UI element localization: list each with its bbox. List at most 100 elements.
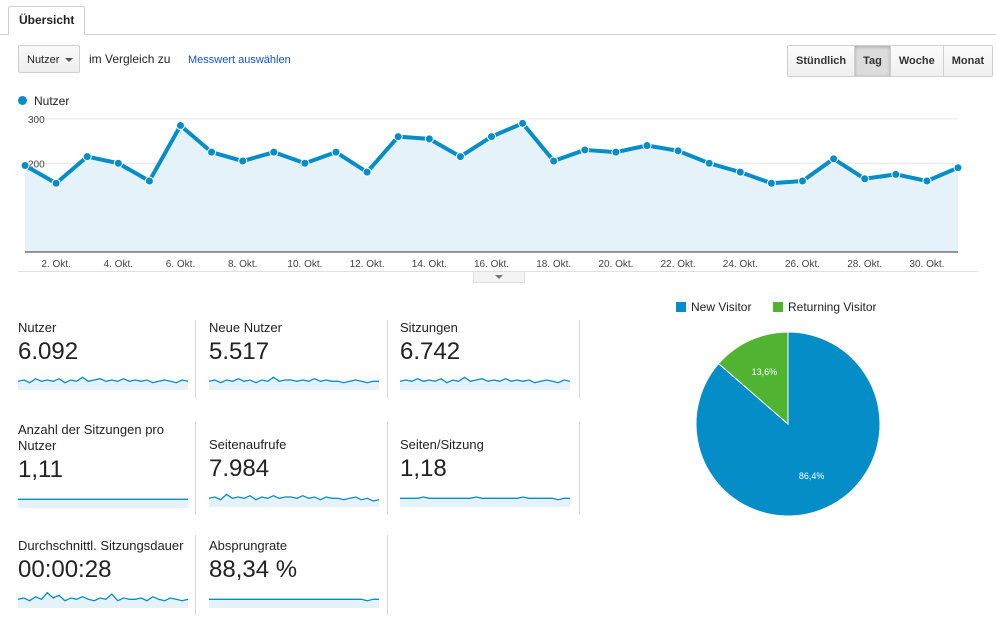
x-tick-label: 14. Okt. [412, 259, 447, 270]
data-point [704, 158, 714, 168]
metric-select-value: Nutzer [27, 54, 60, 66]
x-tick-label: 30. Okt. [909, 259, 944, 270]
metric-name: Sitzungen [400, 320, 458, 335]
data-point [673, 146, 683, 156]
data-point [611, 147, 621, 157]
sparkline-area [400, 377, 570, 390]
sparkline-line [18, 376, 188, 384]
x-tick-label: 4. Okt. [104, 259, 133, 270]
data-point [891, 169, 901, 179]
metric-sparkline [209, 598, 379, 608]
tile-divider [387, 422, 388, 515]
sparkline-area [18, 377, 188, 390]
data-point [176, 121, 185, 131]
data-point [331, 147, 341, 157]
metric-select[interactable]: Nutzer [18, 45, 80, 73]
sparkline-line [209, 598, 379, 602]
metric-sparkline [400, 496, 570, 507]
pie-slice [717, 331, 789, 426]
collapse-chart-toggle[interactable] [473, 272, 525, 283]
sparkline-area [18, 499, 188, 508]
select-metric-link[interactable]: Messwert auswählen [188, 54, 291, 66]
metric-tile[interactable]: Anzahl der Sitzungen pro Nutzer 1,11 [18, 422, 188, 508]
sparkline-line [400, 376, 570, 384]
data-point [518, 118, 528, 128]
metric-value: 5.517 [209, 338, 270, 365]
metric-sparkline [209, 493, 379, 507]
data-point [549, 156, 559, 166]
metric-tile[interactable]: Neue Nutzer 5.517 [209, 320, 389, 390]
metric-tile[interactable]: Durchschnittl. Sitzungsdauer 00:00:28 [18, 538, 198, 608]
x-tick-label: 20. Okt. [598, 259, 633, 270]
metric-sparkline [18, 591, 188, 608]
metric-name: Nutzer [18, 320, 57, 335]
data-point [642, 141, 652, 150]
x-tick-label: 26. Okt. [785, 259, 820, 270]
new-visitor-legend-swatch [676, 302, 686, 312]
data-point [922, 176, 932, 186]
metric-name: Seiten/Sitzung [400, 437, 484, 452]
data-point [300, 158, 310, 168]
data-point [798, 176, 807, 186]
tab-overview[interactable]: Übersicht [8, 6, 86, 35]
chevron-down-icon [65, 58, 73, 62]
metric-tile[interactable]: Sitzungen 6.742 [400, 320, 580, 390]
data-point [735, 167, 745, 177]
tile-divider [195, 535, 196, 615]
data-point [144, 176, 154, 186]
pie-slice-label: 13,6% [752, 367, 778, 377]
data-point [51, 178, 61, 188]
week-button[interactable]: Woche [889, 46, 943, 76]
metric-sparkline [18, 376, 188, 390]
day-button[interactable]: Tag [854, 46, 890, 76]
tile-divider [387, 320, 388, 398]
metric-sparkline [209, 376, 379, 390]
x-tick-label: 22. Okt. [661, 259, 696, 270]
metric-value: 7.984 [209, 455, 270, 482]
sparkline-line [18, 591, 188, 602]
data-point [829, 154, 839, 164]
returning-visitor-legend-swatch [773, 302, 783, 312]
metric-name: Seitenaufrufe [209, 437, 287, 452]
tile-divider [387, 535, 388, 615]
metric-tile[interactable]: Seitenaufrufe 7.984 [209, 437, 389, 507]
hourly-button[interactable]: Stündlich [788, 46, 855, 76]
series-legend-dot [18, 96, 27, 105]
returning-visitor-legend-label: Returning Visitor [788, 300, 877, 314]
data-point [953, 163, 963, 173]
data-point [20, 160, 30, 170]
tab-bar [0, 0, 996, 35]
month-button[interactable]: Monat [942, 46, 993, 76]
metric-value: 1,11 [18, 456, 63, 483]
data-point [82, 152, 92, 162]
sparkline-line [209, 493, 379, 502]
data-point [238, 156, 248, 166]
data-point [424, 134, 434, 144]
tile-divider [579, 422, 580, 515]
metric-tile[interactable]: Seiten/Sitzung 1,18 [400, 437, 580, 507]
tile-divider [579, 320, 580, 398]
series-area [25, 123, 958, 252]
data-point [207, 147, 217, 157]
metric-name: Durchschnittl. Sitzungsdauer [18, 538, 184, 553]
metric-value: 6.742 [400, 338, 461, 365]
x-tick-label: 24. Okt. [723, 259, 758, 270]
y-tick-label: 200 [28, 159, 45, 170]
x-tick-label: 18. Okt. [536, 259, 571, 270]
data-point [113, 158, 123, 168]
sparkline-area [209, 494, 379, 507]
x-tick-label: 28. Okt. [847, 259, 882, 270]
metric-tile[interactable]: Nutzer 6.092 [18, 320, 198, 390]
data-point [393, 132, 403, 142]
data-point [580, 145, 590, 155]
granularity-buttons: Stündlich Tag Woche Monat [787, 45, 994, 77]
sparkline-area [209, 599, 379, 608]
metric-value: 6.092 [18, 338, 79, 365]
metric-tile[interactable]: Absprungrate 88,34 % [209, 538, 389, 608]
data-point [766, 178, 776, 188]
metric-name: Absprungrate [209, 538, 288, 553]
sparkline-area [209, 377, 379, 390]
data-point [362, 167, 372, 177]
sparkline-area [18, 592, 188, 608]
data-point [269, 147, 279, 157]
